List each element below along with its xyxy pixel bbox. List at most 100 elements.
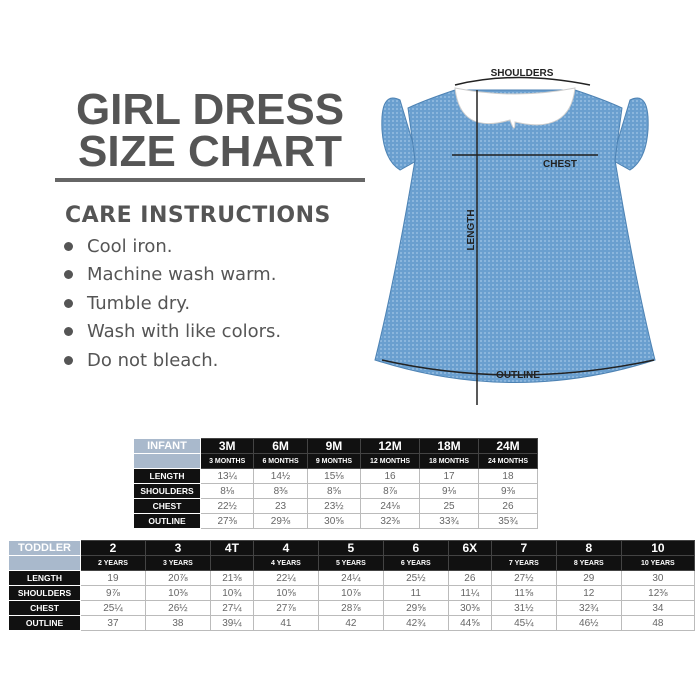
table-cell: 10⅝ bbox=[252, 585, 319, 601]
table-row: OUTLINE 37 38 39¼ 41 42 42¾ 44⅝ 45¼ 46½ 48 bbox=[8, 615, 696, 631]
care-item-text: Wash with like colors. bbox=[87, 321, 282, 343]
size-subheader: 24 MONTHS bbox=[477, 453, 539, 469]
table-cell: 11 bbox=[382, 585, 449, 601]
size-subheader: 6 MONTHS bbox=[253, 453, 308, 469]
row-label: SHOULDERS bbox=[8, 585, 81, 601]
table-row: OUTLINE 27⅜ 29⅜ 30⅝ 32⅜ 33¾ 35¾ bbox=[133, 513, 539, 529]
size-header: 3 bbox=[144, 540, 211, 556]
table-cell: 35¾ bbox=[477, 513, 539, 529]
size-header: 4T bbox=[209, 540, 254, 556]
bullet-icon bbox=[64, 327, 73, 337]
size-sub-row: 3 MONTHS 6 MONTHS 9 MONTHS 12 MONTHS 18 MONT… bbox=[133, 453, 539, 469]
table-cell: 44⅝ bbox=[447, 615, 492, 631]
table-cell: 23 bbox=[253, 498, 308, 514]
table-cell: 30⅝ bbox=[306, 513, 362, 529]
table-row: CHEST 22½ 23 23½ 24⅛ 25 26 bbox=[133, 498, 539, 514]
bullet-icon bbox=[64, 270, 73, 280]
table-cell: 12 bbox=[555, 585, 622, 601]
care-item-text: Tumble dry. bbox=[87, 292, 191, 314]
table-cell: 29⅜ bbox=[253, 513, 308, 529]
table-cell: 8⅞ bbox=[360, 483, 421, 499]
care-item: Machine wash warm. bbox=[64, 261, 281, 290]
row-label: OUTLINE bbox=[8, 615, 81, 631]
size-header: 9M bbox=[306, 438, 362, 454]
size-header: 8 bbox=[555, 540, 622, 556]
care-item: Cool iron. bbox=[64, 232, 281, 261]
size-header: 5 bbox=[317, 540, 384, 556]
size-subheader: 5 YEARS bbox=[317, 555, 384, 571]
size-subheader: 6 YEARS bbox=[382, 555, 449, 571]
table-cell: 18 bbox=[477, 468, 539, 484]
table-cell: 15⅛ bbox=[306, 468, 362, 484]
outline-arc bbox=[381, 359, 655, 376]
bullet-icon bbox=[64, 241, 73, 251]
table-row: SHOULDERS 9⅞ 10⅜ 10¾ 10⅝ 10⅞ 11 11¼ 11⅝ 12 12⅜ bbox=[8, 585, 696, 601]
care-item-text: Do not bleach. bbox=[87, 349, 219, 371]
table-cell: 8⅜ bbox=[253, 483, 308, 499]
table-cell: 26 bbox=[477, 498, 539, 514]
size-subheader: 12 MONTHS bbox=[360, 453, 421, 469]
table-cell: 30⅜ bbox=[447, 600, 492, 616]
table-cell: 45¼ bbox=[490, 615, 557, 631]
table-cell: 14½ bbox=[253, 468, 308, 484]
care-item: Wash with like colors. bbox=[64, 318, 281, 347]
table-cell: 37 bbox=[80, 615, 146, 631]
table-cell: 42¾ bbox=[382, 615, 449, 631]
table-cell: 23½ bbox=[306, 498, 362, 514]
row-label: SHOULDERS bbox=[133, 483, 201, 499]
table-row: LENGTH 19 20⅞ 21⅜ 22¼ 24¼ 25½ 26 27½ 29 30 bbox=[8, 570, 696, 586]
table-cell: 27⅞ bbox=[252, 600, 319, 616]
table-cell: 11⅝ bbox=[490, 585, 557, 601]
size-subheader: 18 MONTHS bbox=[419, 453, 479, 469]
size-header: 2 bbox=[80, 540, 146, 556]
row-label: OUTLINE bbox=[133, 513, 201, 529]
table-cell: 16 bbox=[360, 468, 421, 484]
table-cell: 30 bbox=[620, 570, 696, 586]
table-row: LENGTH 13¼ 14½ 15⅛ 16 17 18 bbox=[133, 468, 539, 484]
infant-size-table: INFANT 3M 6M 9M 12M 18M 24M 3 MONTHS 6 MONTHS 9 M… bbox=[133, 438, 539, 529]
table-cell: 8⅛ bbox=[199, 483, 255, 499]
dress-shape bbox=[374, 87, 656, 383]
table-cell: 32⅜ bbox=[360, 513, 421, 529]
size-sub-row: 2 YEARS 3 YEARS 4 YEARS 5 YEARS 6 YEARS 7 YEA… bbox=[8, 555, 696, 571]
table-cell: 13¼ bbox=[199, 468, 255, 484]
table-cell: 28⅞ bbox=[317, 600, 384, 616]
size-subheader: 10 YEARS bbox=[620, 555, 696, 571]
table-cell: 9⅛ bbox=[419, 483, 479, 499]
size-header: 18M bbox=[419, 438, 479, 454]
size-header: 12M bbox=[360, 438, 421, 454]
table-cell: 29⅝ bbox=[382, 600, 449, 616]
category-blank bbox=[8, 555, 81, 571]
table-cell: 27¼ bbox=[209, 600, 254, 616]
table-cell: 27½ bbox=[490, 570, 557, 586]
table-row: SHOULDERS 8⅛ 8⅜ 8⅝ 8⅞ 9⅛ 9⅜ bbox=[133, 483, 539, 499]
length-label: LENGTH bbox=[466, 209, 477, 250]
table-cell: 39¼ bbox=[209, 615, 254, 631]
table-cell: 33¾ bbox=[419, 513, 479, 529]
bullet-icon bbox=[64, 298, 73, 308]
table-cell: 21⅜ bbox=[209, 570, 254, 586]
table-row: CHEST 25¼ 26½ 27¼ 27⅞ 28⅞ 29⅝ 30⅜ 31½ 32¾ 34 bbox=[8, 600, 696, 616]
care-item-text: Cool iron. bbox=[87, 235, 173, 257]
size-header: 4 bbox=[252, 540, 319, 556]
category-label: INFANT bbox=[133, 438, 201, 454]
size-subheader: 2 YEARS bbox=[80, 555, 146, 571]
row-label: CHEST bbox=[133, 498, 201, 514]
size-header: 6X bbox=[447, 540, 492, 556]
size-subheader bbox=[209, 555, 254, 571]
shoulders-label: SHOULDERS bbox=[491, 68, 554, 79]
size-header: 7 bbox=[490, 540, 557, 556]
size-header: 24M bbox=[477, 438, 539, 454]
table-cell: 10⅞ bbox=[317, 585, 384, 601]
table-cell: 22½ bbox=[199, 498, 255, 514]
table-cell: 20⅞ bbox=[144, 570, 211, 586]
size-subheader: 3 MONTHS bbox=[199, 453, 255, 469]
table-cell: 25¼ bbox=[80, 600, 146, 616]
row-label: LENGTH bbox=[8, 570, 81, 586]
size-subheader bbox=[447, 555, 492, 571]
table-cell: 10⅜ bbox=[144, 585, 211, 601]
row-label: LENGTH bbox=[133, 468, 201, 484]
table-cell: 24⅛ bbox=[360, 498, 421, 514]
table-cell: 46½ bbox=[555, 615, 622, 631]
table-cell: 11¼ bbox=[447, 585, 492, 601]
